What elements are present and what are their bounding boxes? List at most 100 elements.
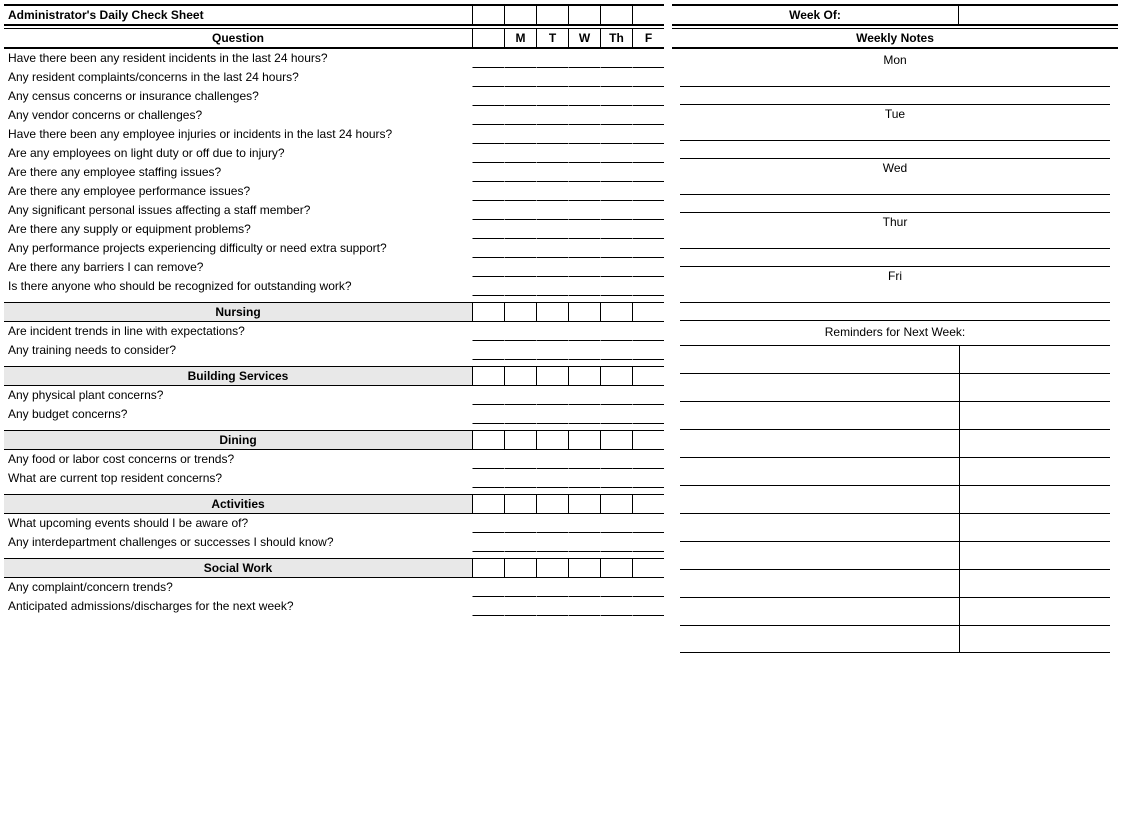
check-cell[interactable]: [536, 163, 568, 182]
check-cell[interactable]: [536, 258, 568, 277]
reminder-cell-right[interactable]: [960, 429, 1110, 457]
check-cell[interactable]: [600, 450, 632, 469]
check-cell[interactable]: [600, 201, 632, 220]
check-cell[interactable]: [600, 49, 632, 68]
check-cell[interactable]: [568, 578, 600, 597]
check-cell[interactable]: [536, 201, 568, 220]
check-cell[interactable]: [568, 68, 600, 87]
check-cell[interactable]: [568, 125, 600, 144]
check-cell[interactable]: [504, 533, 536, 552]
check-cell[interactable]: [536, 341, 568, 360]
check-cell[interactable]: [504, 597, 536, 616]
check-cell[interactable]: [568, 87, 600, 106]
check-cell[interactable]: [568, 201, 600, 220]
check-cell[interactable]: [536, 597, 568, 616]
check-cell[interactable]: [632, 533, 664, 552]
check-cell[interactable]: [600, 469, 632, 488]
check-cell[interactable]: [504, 239, 536, 258]
reminder-cell-left[interactable]: [680, 345, 960, 373]
check-cell[interactable]: [504, 469, 536, 488]
check-cell[interactable]: [536, 106, 568, 125]
check-cell[interactable]: [504, 106, 536, 125]
check-cell[interactable]: [504, 258, 536, 277]
reminder-cell-left[interactable]: [680, 401, 960, 429]
check-cell[interactable]: [504, 144, 536, 163]
week-of-input[interactable]: [958, 6, 1118, 24]
check-cell[interactable]: [568, 258, 600, 277]
check-cell[interactable]: [600, 386, 632, 405]
check-cell[interactable]: [632, 469, 664, 488]
check-cell[interactable]: [536, 125, 568, 144]
check-cell[interactable]: [504, 450, 536, 469]
check-cell[interactable]: [632, 322, 664, 341]
reminder-cell-right[interactable]: [960, 401, 1110, 429]
check-cell[interactable]: [568, 239, 600, 258]
check-cell[interactable]: [632, 450, 664, 469]
check-cell[interactable]: [632, 49, 664, 68]
reminder-cell-right[interactable]: [960, 625, 1110, 653]
check-cell[interactable]: [632, 514, 664, 533]
note-line[interactable]: [680, 231, 1110, 249]
check-cell[interactable]: [568, 450, 600, 469]
reminder-cell-left[interactable]: [680, 457, 960, 485]
check-cell[interactable]: [600, 239, 632, 258]
reminder-cell-left[interactable]: [680, 541, 960, 569]
check-cell[interactable]: [536, 49, 568, 68]
note-line[interactable]: [680, 177, 1110, 195]
check-cell[interactable]: [632, 341, 664, 360]
check-cell[interactable]: [536, 514, 568, 533]
check-cell[interactable]: [568, 144, 600, 163]
reminder-cell-right[interactable]: [960, 345, 1110, 373]
check-cell[interactable]: [568, 220, 600, 239]
reminder-cell-left[interactable]: [680, 429, 960, 457]
reminder-cell-right[interactable]: [960, 485, 1110, 513]
check-cell[interactable]: [536, 469, 568, 488]
check-cell[interactable]: [504, 514, 536, 533]
reminder-cell-right[interactable]: [960, 373, 1110, 401]
check-cell[interactable]: [632, 239, 664, 258]
check-cell[interactable]: [632, 386, 664, 405]
check-cell[interactable]: [568, 163, 600, 182]
check-cell[interactable]: [504, 220, 536, 239]
check-cell[interactable]: [600, 405, 632, 424]
reminder-cell-left[interactable]: [680, 569, 960, 597]
check-cell[interactable]: [632, 163, 664, 182]
note-line[interactable]: [680, 123, 1110, 141]
check-cell[interactable]: [600, 68, 632, 87]
check-cell[interactable]: [536, 220, 568, 239]
check-cell[interactable]: [536, 144, 568, 163]
reminder-cell-left[interactable]: [680, 513, 960, 541]
check-cell[interactable]: [536, 182, 568, 201]
check-cell[interactable]: [536, 450, 568, 469]
check-cell[interactable]: [504, 68, 536, 87]
check-cell[interactable]: [600, 163, 632, 182]
check-cell[interactable]: [600, 514, 632, 533]
check-cell[interactable]: [536, 578, 568, 597]
check-cell[interactable]: [536, 87, 568, 106]
check-cell[interactable]: [568, 514, 600, 533]
check-cell[interactable]: [504, 87, 536, 106]
check-cell[interactable]: [504, 322, 536, 341]
check-cell[interactable]: [568, 182, 600, 201]
check-cell[interactable]: [504, 277, 536, 296]
check-cell[interactable]: [632, 125, 664, 144]
check-cell[interactable]: [632, 578, 664, 597]
check-cell[interactable]: [632, 220, 664, 239]
reminder-cell-left[interactable]: [680, 597, 960, 625]
check-cell[interactable]: [600, 106, 632, 125]
note-line[interactable]: [680, 141, 1110, 159]
check-cell[interactable]: [568, 405, 600, 424]
check-cell[interactable]: [504, 125, 536, 144]
check-cell[interactable]: [536, 405, 568, 424]
check-cell[interactable]: [600, 597, 632, 616]
check-cell[interactable]: [632, 106, 664, 125]
check-cell[interactable]: [536, 68, 568, 87]
check-cell[interactable]: [536, 533, 568, 552]
reminder-cell-left[interactable]: [680, 373, 960, 401]
check-cell[interactable]: [504, 163, 536, 182]
check-cell[interactable]: [632, 201, 664, 220]
check-cell[interactable]: [600, 533, 632, 552]
note-line[interactable]: [680, 195, 1110, 213]
reminder-cell-left[interactable]: [680, 485, 960, 513]
check-cell[interactable]: [536, 386, 568, 405]
